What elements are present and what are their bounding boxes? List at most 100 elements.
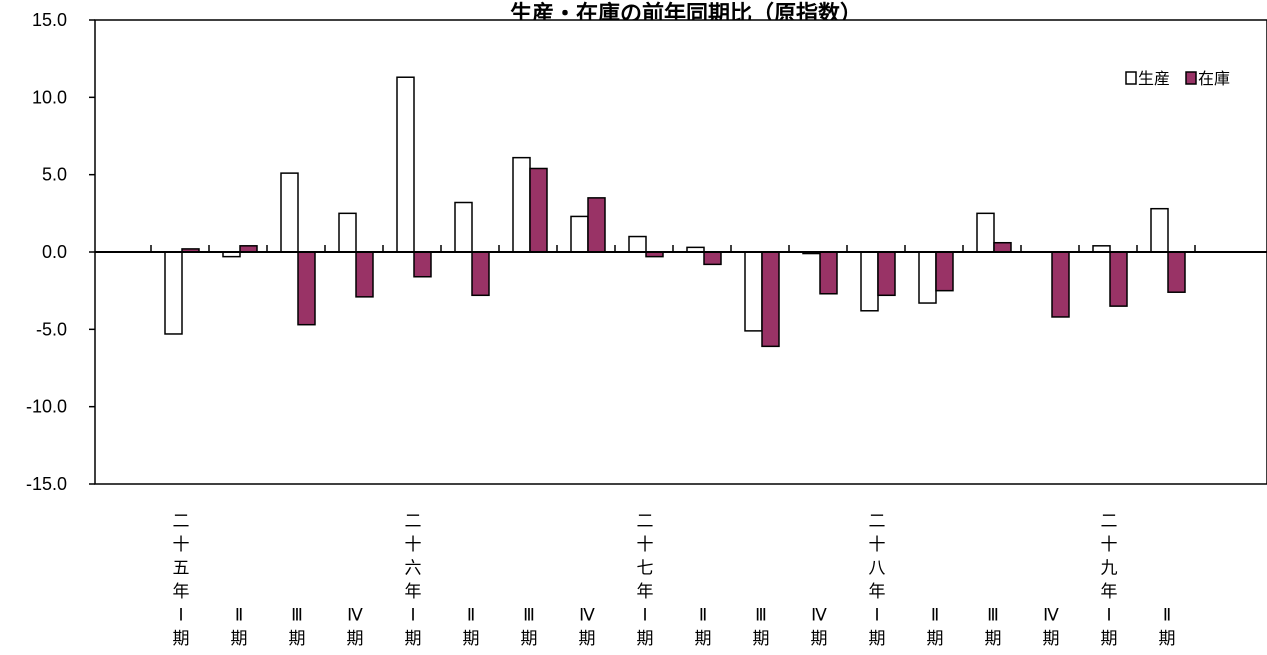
x-category-char: 期 bbox=[1159, 629, 1176, 649]
x-category-char: 十 bbox=[1101, 535, 1118, 555]
bar-inventory bbox=[471, 251, 490, 297]
x-category-char: 期 bbox=[927, 629, 944, 649]
bar-inventory bbox=[1109, 251, 1128, 307]
bar-inventory bbox=[355, 251, 374, 298]
bar-inventory bbox=[819, 251, 838, 295]
x-category-char: 二 bbox=[173, 512, 190, 532]
x-category-char: Ⅱ bbox=[931, 606, 939, 626]
x-category-char: 期 bbox=[753, 629, 770, 649]
x-category-char: 期 bbox=[695, 629, 712, 649]
bar-inventory bbox=[1167, 251, 1186, 293]
x-category-char: 年 bbox=[405, 582, 422, 602]
x-category-char: 八 bbox=[869, 559, 886, 579]
bar-production bbox=[744, 251, 763, 332]
bar-production bbox=[454, 201, 473, 253]
x-category-char: Ⅳ bbox=[347, 606, 363, 626]
x-category-char: 期 bbox=[1101, 629, 1118, 649]
legend: 生産 在庫 bbox=[1125, 69, 1230, 88]
legend-label-production: 生産 bbox=[1138, 69, 1170, 88]
x-category-char: Ⅱ bbox=[1163, 606, 1171, 626]
bar-inventory bbox=[993, 241, 1012, 253]
x-category-char: Ⅲ bbox=[987, 606, 999, 626]
x-category-char: 六 bbox=[405, 559, 422, 579]
x-category-char: 五 bbox=[173, 559, 190, 579]
bar-inventory bbox=[587, 197, 606, 253]
x-category-char: Ⅰ bbox=[1106, 606, 1111, 626]
bar-production bbox=[976, 212, 995, 253]
bar-production bbox=[164, 251, 183, 335]
bar-production bbox=[570, 215, 589, 253]
bar-inventory bbox=[1051, 251, 1070, 318]
x-category-char: Ⅲ bbox=[523, 606, 535, 626]
x-category-char: Ⅰ bbox=[410, 606, 415, 626]
x-category-char: 年 bbox=[637, 582, 654, 602]
x-category-char: 年 bbox=[869, 582, 886, 602]
bar-inventory bbox=[297, 251, 316, 326]
x-category-char: 期 bbox=[869, 629, 886, 649]
x-category-char: Ⅱ bbox=[699, 606, 707, 626]
x-category-char: 期 bbox=[173, 629, 190, 649]
x-category-char: Ⅲ bbox=[755, 606, 767, 626]
legend-swatch-inventory bbox=[1185, 71, 1197, 85]
x-category-char: 二 bbox=[869, 512, 886, 532]
bar-production bbox=[860, 251, 879, 312]
x-category-char: 年 bbox=[173, 582, 190, 602]
x-category-char: 二 bbox=[1101, 512, 1118, 532]
bar-production bbox=[512, 156, 531, 253]
x-category-char: 期 bbox=[811, 629, 828, 649]
x-category-char: 期 bbox=[405, 629, 422, 649]
bar-inventory bbox=[529, 167, 548, 253]
x-category-char: Ⅲ bbox=[291, 606, 303, 626]
y-tick-label: 10.0 bbox=[32, 87, 67, 107]
x-category-char: 十 bbox=[637, 535, 654, 555]
y-tick-label: -10.0 bbox=[26, 397, 67, 417]
x-category-char: Ⅳ bbox=[1043, 606, 1059, 626]
x-category-char: 十 bbox=[869, 535, 886, 555]
x-category-char: 期 bbox=[463, 629, 480, 649]
x-category-char: 期 bbox=[347, 629, 364, 649]
x-category-char: 十 bbox=[405, 535, 422, 555]
legend-label-inventory: 在庫 bbox=[1198, 69, 1230, 88]
y-tick-label: 15.0 bbox=[32, 10, 67, 30]
x-category-char: Ⅱ bbox=[235, 606, 243, 626]
x-category-char: 期 bbox=[231, 629, 248, 649]
bar-production bbox=[280, 172, 299, 253]
x-category-char: 期 bbox=[1043, 629, 1060, 649]
y-tick-label: -5.0 bbox=[36, 319, 67, 339]
bars bbox=[164, 76, 1186, 348]
x-category-char: Ⅳ bbox=[811, 606, 827, 626]
x-category-char: 十 bbox=[173, 535, 190, 555]
y-tick-label: -15.0 bbox=[26, 474, 67, 494]
bar-inventory bbox=[877, 251, 896, 297]
x-category-char: Ⅱ bbox=[467, 606, 475, 626]
x-category-char: 期 bbox=[637, 629, 654, 649]
x-category-char: 年 bbox=[1101, 582, 1118, 602]
y-tick-label: 5.0 bbox=[42, 165, 67, 185]
y-tick-label: 0.0 bbox=[42, 242, 67, 262]
bar-inventory bbox=[761, 251, 780, 348]
bar-inventory bbox=[935, 251, 954, 292]
x-category-char: Ⅰ bbox=[642, 606, 647, 626]
x-category-char: Ⅳ bbox=[579, 606, 595, 626]
x-axis bbox=[95, 245, 1267, 253]
bar-production bbox=[628, 235, 647, 253]
x-category-char: 二 bbox=[405, 512, 422, 532]
bar-production bbox=[918, 251, 937, 304]
x-category-char: 期 bbox=[985, 629, 1002, 649]
x-category-char: 期 bbox=[289, 629, 306, 649]
x-category-char: 二 bbox=[637, 512, 654, 532]
x-category-char: Ⅰ bbox=[874, 606, 879, 626]
bar-inventory bbox=[413, 251, 432, 278]
bar-inventory bbox=[703, 251, 722, 266]
bar-production bbox=[1150, 207, 1169, 253]
y-axis: 15.0 10.0 5.0 0.0 -5.0 -10.0 -15.0 bbox=[26, 10, 95, 494]
x-category-char: Ⅰ bbox=[178, 606, 183, 626]
legend-swatch-production bbox=[1125, 71, 1137, 85]
bar-production bbox=[338, 212, 357, 253]
x-category-char: 期 bbox=[579, 629, 596, 649]
bar-production bbox=[396, 76, 415, 253]
x-category-char: 期 bbox=[521, 629, 538, 649]
x-category-char: 九 bbox=[1101, 559, 1118, 579]
